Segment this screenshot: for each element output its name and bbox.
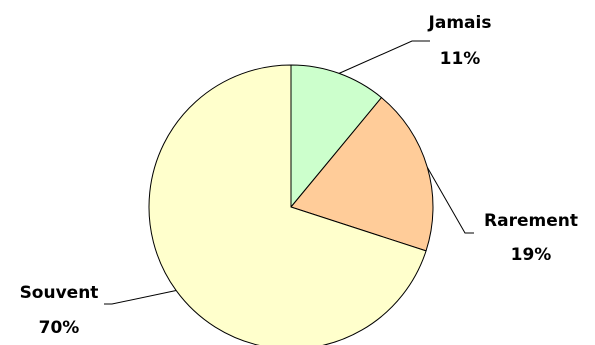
slice-label-souvent: Souvent — [20, 283, 99, 303]
slices-layer — [148, 64, 434, 345]
leader-line-jamais — [338, 40, 430, 74]
pie-slice-souvent — [148, 64, 427, 345]
slice-label-rarement: Rarement — [484, 211, 578, 231]
leader-lines — [104, 40, 474, 305]
slice-value-jamais: 11% — [440, 49, 481, 69]
leader-line-rarement — [426, 167, 474, 234]
slice-value-souvent: 70% — [39, 318, 80, 338]
leader-line-souvent — [104, 289, 177, 305]
pie-slice-jamais — [290, 64, 383, 209]
slice-label-jamais: Jamais — [428, 13, 492, 33]
slice-labels: Jamais 11% Rarement 19% Souvent 70% — [20, 13, 578, 338]
slice-value-rarement: 19% — [511, 245, 552, 265]
